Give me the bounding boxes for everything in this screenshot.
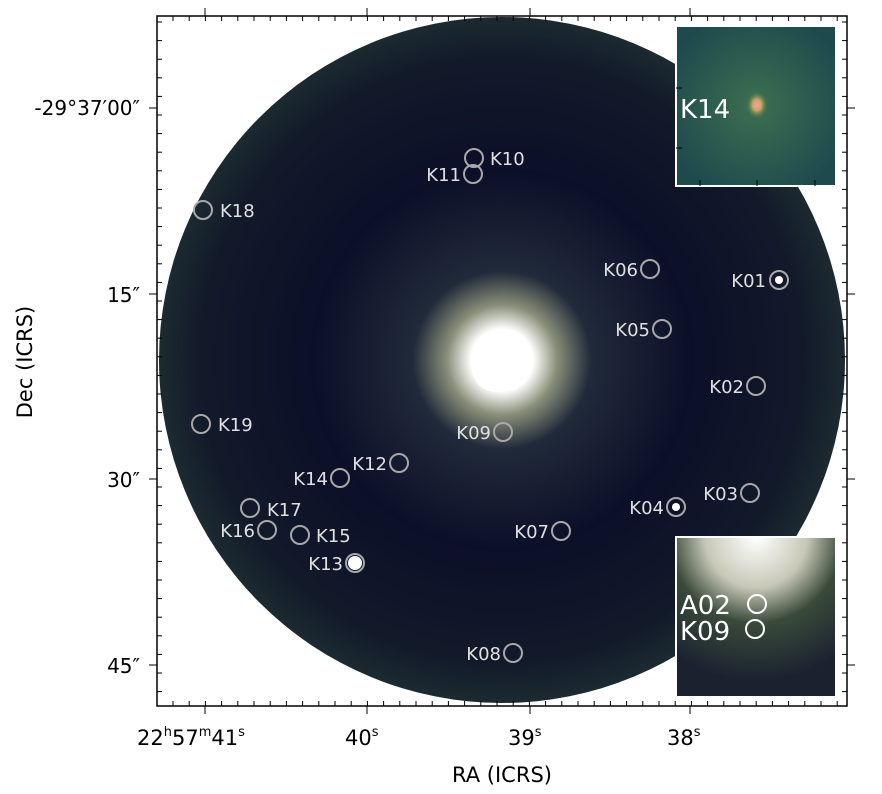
inset-top: K14 (675, 25, 837, 187)
source-k11: K11 (426, 164, 483, 186)
source-k13: K13 (308, 553, 365, 575)
source-k05: K05 (615, 319, 672, 341)
source-marker-circle (290, 525, 310, 545)
source-label: K09 (456, 423, 491, 444)
source-label: K03 (703, 484, 738, 505)
source-k16: K16 (220, 520, 277, 542)
inset-bottom-label-a02: A02 (680, 591, 731, 621)
source-k06: K06 (603, 259, 660, 281)
inset-top-label: K14 (680, 95, 730, 125)
source-k18: K18 (193, 200, 255, 222)
source-markers: K01 K02 K03 K04 K05 K06 K07 K08 K09 K10 K11 K12 K13 K… (191, 148, 789, 665)
source-marker-circle (740, 483, 760, 503)
source-k07: K07 (514, 521, 571, 543)
source-point (672, 503, 680, 511)
x-tick-label: 39s (508, 725, 542, 750)
source-marker-circle (345, 553, 365, 573)
source-label: K10 (490, 149, 525, 170)
x-tick-label: 38s (667, 725, 701, 750)
source-marker-circle (666, 497, 686, 517)
y-tick-labels: -29°37′00″ 15″ 30″ 45″ (34, 96, 140, 678)
source-label: K16 (220, 521, 255, 542)
y-tick-label: 30″ (107, 468, 140, 492)
source-label: K18 (220, 201, 255, 222)
source-marker-circle (257, 520, 277, 540)
source-label: K01 (731, 271, 766, 292)
source-label: K05 (615, 320, 650, 341)
source-label: K02 (709, 377, 744, 398)
source-label: K04 (629, 498, 664, 519)
y-axis-label: Dec (ICRS) (13, 306, 37, 418)
source-marker-circle (652, 319, 672, 339)
source-marker-circle (746, 376, 766, 396)
x-axis-label: RA (ICRS) (452, 763, 552, 787)
inset-marker-a02 (747, 594, 767, 614)
x-tick-label: 40s (345, 725, 379, 750)
source-k15: K15 (290, 525, 351, 547)
source-label: K07 (514, 522, 549, 543)
source-label: K17 (267, 500, 302, 521)
source-k04: K04 (629, 497, 686, 519)
source-marker-circle (551, 521, 571, 541)
source-marker-circle (503, 643, 523, 663)
image-disk (159, 17, 845, 703)
source-marker-circle (389, 453, 409, 473)
x-tick-label-first: 22h57m41s (137, 725, 245, 750)
inset-bottom: A02 K09 (675, 536, 837, 698)
source-label: K08 (466, 644, 501, 665)
y-tick-label: 15″ (107, 283, 140, 307)
source-marker-circle (464, 148, 484, 168)
source-label: K19 (218, 415, 253, 436)
source-k01: K01 (731, 270, 789, 292)
inset-marker-k09 (745, 619, 765, 639)
source-label: K14 (293, 469, 328, 490)
x-tick-labels: 22h57m41s 40s 39s 38s (137, 725, 701, 750)
source-marker-circle (769, 270, 789, 290)
source-label: K11 (426, 165, 461, 186)
source-marker-circle (240, 498, 260, 518)
source-marker-circle (330, 468, 350, 488)
source-k17: K17 (240, 498, 302, 521)
source-k14: K14 (293, 468, 350, 490)
source-marker-circle (640, 259, 660, 279)
source-k08: K08 (466, 643, 523, 665)
source-k02: K02 (709, 376, 766, 398)
source-k19: K19 (191, 414, 253, 436)
source-label: K15 (316, 526, 351, 547)
source-label: K12 (352, 454, 387, 475)
y-tick-label: -29°37′00″ (34, 96, 140, 120)
source-k09: K09 (456, 422, 513, 444)
y-tick-label: 45″ (107, 654, 140, 678)
source-label: K13 (308, 554, 343, 575)
axis-ticks (149, 8, 855, 714)
source-k03: K03 (703, 483, 760, 505)
source-marker-circle (463, 164, 483, 184)
source-k10: K10 (464, 148, 525, 170)
central-mask (472, 344, 520, 392)
source-label: K06 (603, 260, 638, 281)
source-k12: K12 (352, 453, 409, 475)
source-marker-circle (191, 414, 211, 434)
inset-bottom-label-k09: K09 (680, 617, 730, 647)
source-marker-circle (193, 200, 213, 220)
source-marker-circle (493, 422, 513, 442)
source-point (348, 556, 362, 570)
source-point (775, 276, 783, 284)
